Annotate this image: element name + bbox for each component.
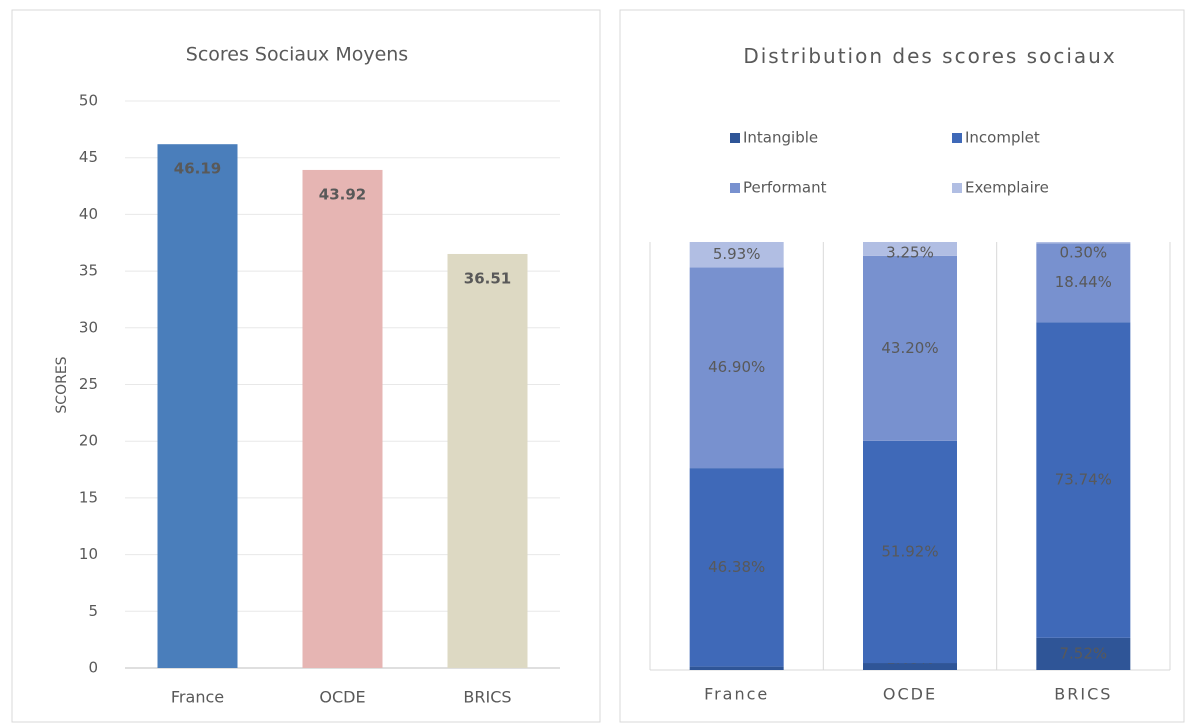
y-tick-label: 0 [88, 659, 98, 677]
x-tick-label: BRICS [463, 688, 511, 707]
y-tick-label: 25 [79, 375, 98, 393]
bar-segment [863, 440, 957, 664]
x-tick-label: BRICS [1054, 685, 1112, 704]
value-label: 46.90% [708, 358, 765, 376]
value-label: 46.19 [174, 160, 221, 178]
bar-segment [689, 666, 784, 670]
value-label: 46.38% [708, 558, 765, 576]
value-label: 0.30% [1060, 244, 1108, 262]
bar [302, 169, 383, 668]
chart-title: Scores Sociaux Moyens [186, 44, 408, 66]
chart-title: Distribution des scores sociaux [743, 44, 1117, 68]
y-axis-label: SCORES [54, 356, 70, 413]
value-label: 73.74% [1055, 471, 1112, 489]
x-tick-label: France [704, 685, 769, 704]
y-tick-label: 5 [88, 602, 98, 620]
panel [11, 9, 601, 723]
value-label: 7.52% [1060, 644, 1108, 662]
x-tick-label: France [171, 688, 224, 707]
legend-swatch [952, 183, 962, 193]
bar-segment [863, 663, 957, 670]
value-label: 43.20% [881, 339, 938, 357]
bar [447, 253, 528, 668]
y-tick-label: 15 [79, 488, 98, 506]
bar-segment [689, 468, 784, 667]
legend-label: Performant [743, 179, 827, 197]
legend-swatch [952, 133, 962, 143]
legend-label: Intangible [743, 129, 818, 147]
legend-label: Incomplet [965, 129, 1040, 147]
y-tick-label: 50 [79, 92, 98, 110]
bar-segment [689, 242, 784, 268]
value-label: 43.92 [319, 185, 366, 203]
y-tick-label: 30 [79, 318, 98, 336]
bar-segment [1036, 322, 1131, 638]
bar-segment [863, 242, 957, 256]
value-label: 5.93% [713, 245, 761, 263]
x-tick-label: OCDE [319, 688, 365, 707]
y-tick-label: 35 [79, 262, 98, 280]
bar [157, 144, 238, 669]
panel [619, 9, 1185, 723]
value-label: 3.25% [886, 244, 934, 262]
bar-segment [1036, 637, 1131, 670]
bar-segment [1036, 243, 1131, 323]
value-label: 36.51 [464, 269, 511, 287]
y-tick-label: 10 [79, 545, 98, 563]
legend-swatch [730, 133, 740, 143]
y-tick-label: 45 [79, 148, 98, 166]
value-label: 18.44% [1055, 273, 1112, 291]
x-tick-label: OCDE [883, 685, 937, 704]
bar-segment [1036, 242, 1131, 244]
bar-segment [863, 255, 957, 441]
bar-segment [689, 267, 784, 469]
legend-swatch [730, 183, 740, 193]
y-tick-label: 40 [79, 205, 98, 223]
y-tick-label: 20 [79, 432, 98, 450]
legend-label: Exemplaire [965, 179, 1049, 197]
value-label: 51.92% [881, 542, 938, 560]
